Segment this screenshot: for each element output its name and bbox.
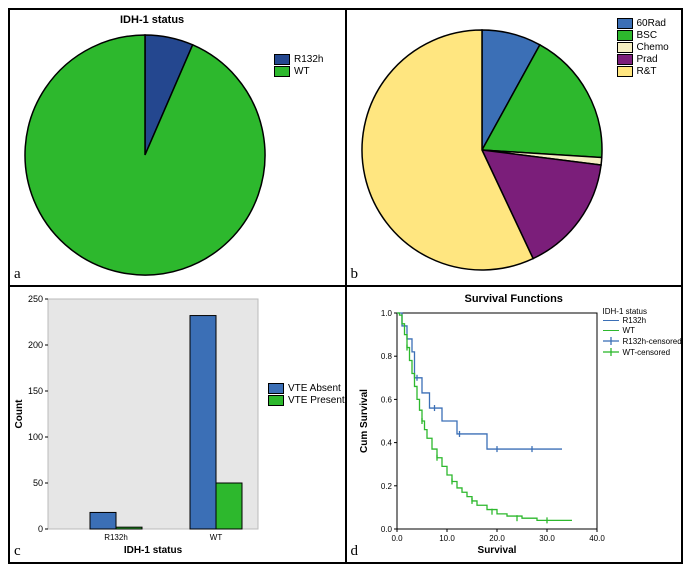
svg-text:10.0: 10.0 <box>439 534 455 543</box>
legend-item: 60Rad <box>617 18 669 29</box>
legend-item: R&T <box>617 66 669 77</box>
panel-d: Survival Functions 0.0 10.0 20.0 30.0 40.0 0.… <box>346 286 683 563</box>
pie-chart-a <box>10 10 346 285</box>
legend-title: IDH-1 status <box>603 307 682 316</box>
figure-grid: IDH-1 status R132hWT a 60RadBSCChemoPrad… <box>8 8 683 564</box>
svg-text:Survival: Survival <box>477 545 516 556</box>
svg-text:0.8: 0.8 <box>380 352 392 361</box>
svg-text:150: 150 <box>28 386 43 396</box>
svg-text:0.0: 0.0 <box>380 525 392 534</box>
legend-d: IDH-1 statusR132hWTR132h-censoredWT-cens… <box>603 307 682 358</box>
legend-item: R132h <box>274 54 323 65</box>
svg-text:100: 100 <box>28 432 43 442</box>
svg-text:0.0: 0.0 <box>391 534 403 543</box>
panel-d-label: d <box>351 543 359 560</box>
bar-chart-c: 0 50 100 150 200 250 R132h WT IDH-1 status Count <box>10 287 346 562</box>
panel-d-title: Survival Functions <box>465 293 563 305</box>
legend-item: WT-censored <box>603 347 682 357</box>
legend-item: VTE Present <box>268 395 345 406</box>
svg-text:0.4: 0.4 <box>380 439 392 448</box>
svg-text:200: 200 <box>28 340 43 350</box>
legend-item: R132h <box>603 316 682 325</box>
svg-text:WT: WT <box>210 533 223 542</box>
panel-c: 050100150200250R132hWTIDH-1 statusCount … <box>9 286 346 563</box>
legend-b: 60RadBSCChemoPradR&T <box>617 18 669 78</box>
legend-c: VTE AbsentVTE Present <box>268 383 345 407</box>
legend-item: Prad <box>617 54 669 65</box>
panel-a: IDH-1 status R132hWT a <box>9 9 346 286</box>
panel-b-label: b <box>351 266 359 283</box>
legend-item: Chemo <box>617 42 669 53</box>
svg-text:Count: Count <box>14 399 25 429</box>
panel-a-label: a <box>14 266 21 283</box>
panel-c-label: c <box>14 543 21 560</box>
svg-text:30.0: 30.0 <box>539 534 555 543</box>
svg-text:40.0: 40.0 <box>589 534 605 543</box>
svg-text:IDH-1 status: IDH-1 status <box>124 545 183 556</box>
legend-item: R132h-censored <box>603 336 682 346</box>
svg-text:250: 250 <box>28 294 43 304</box>
panel-b: 60RadBSCChemoPradR&T b <box>346 9 683 286</box>
svg-text:R132h: R132h <box>104 533 128 542</box>
panel-a-title: IDH-1 status <box>120 14 184 26</box>
legend-item: VTE Absent <box>268 383 345 394</box>
svg-text:0: 0 <box>38 524 43 534</box>
svg-text:0.2: 0.2 <box>380 482 392 491</box>
svg-text:20.0: 20.0 <box>489 534 505 543</box>
legend-item: BSC <box>617 30 669 41</box>
svg-text:1.0: 1.0 <box>380 309 392 318</box>
legend-item: WT <box>274 66 323 77</box>
legend-a: R132hWT <box>274 54 323 78</box>
svg-text:0.6: 0.6 <box>380 395 392 404</box>
svg-text:Cum Survival: Cum Survival <box>359 389 370 453</box>
svg-text:50: 50 <box>33 478 43 488</box>
legend-item: WT <box>603 326 682 335</box>
